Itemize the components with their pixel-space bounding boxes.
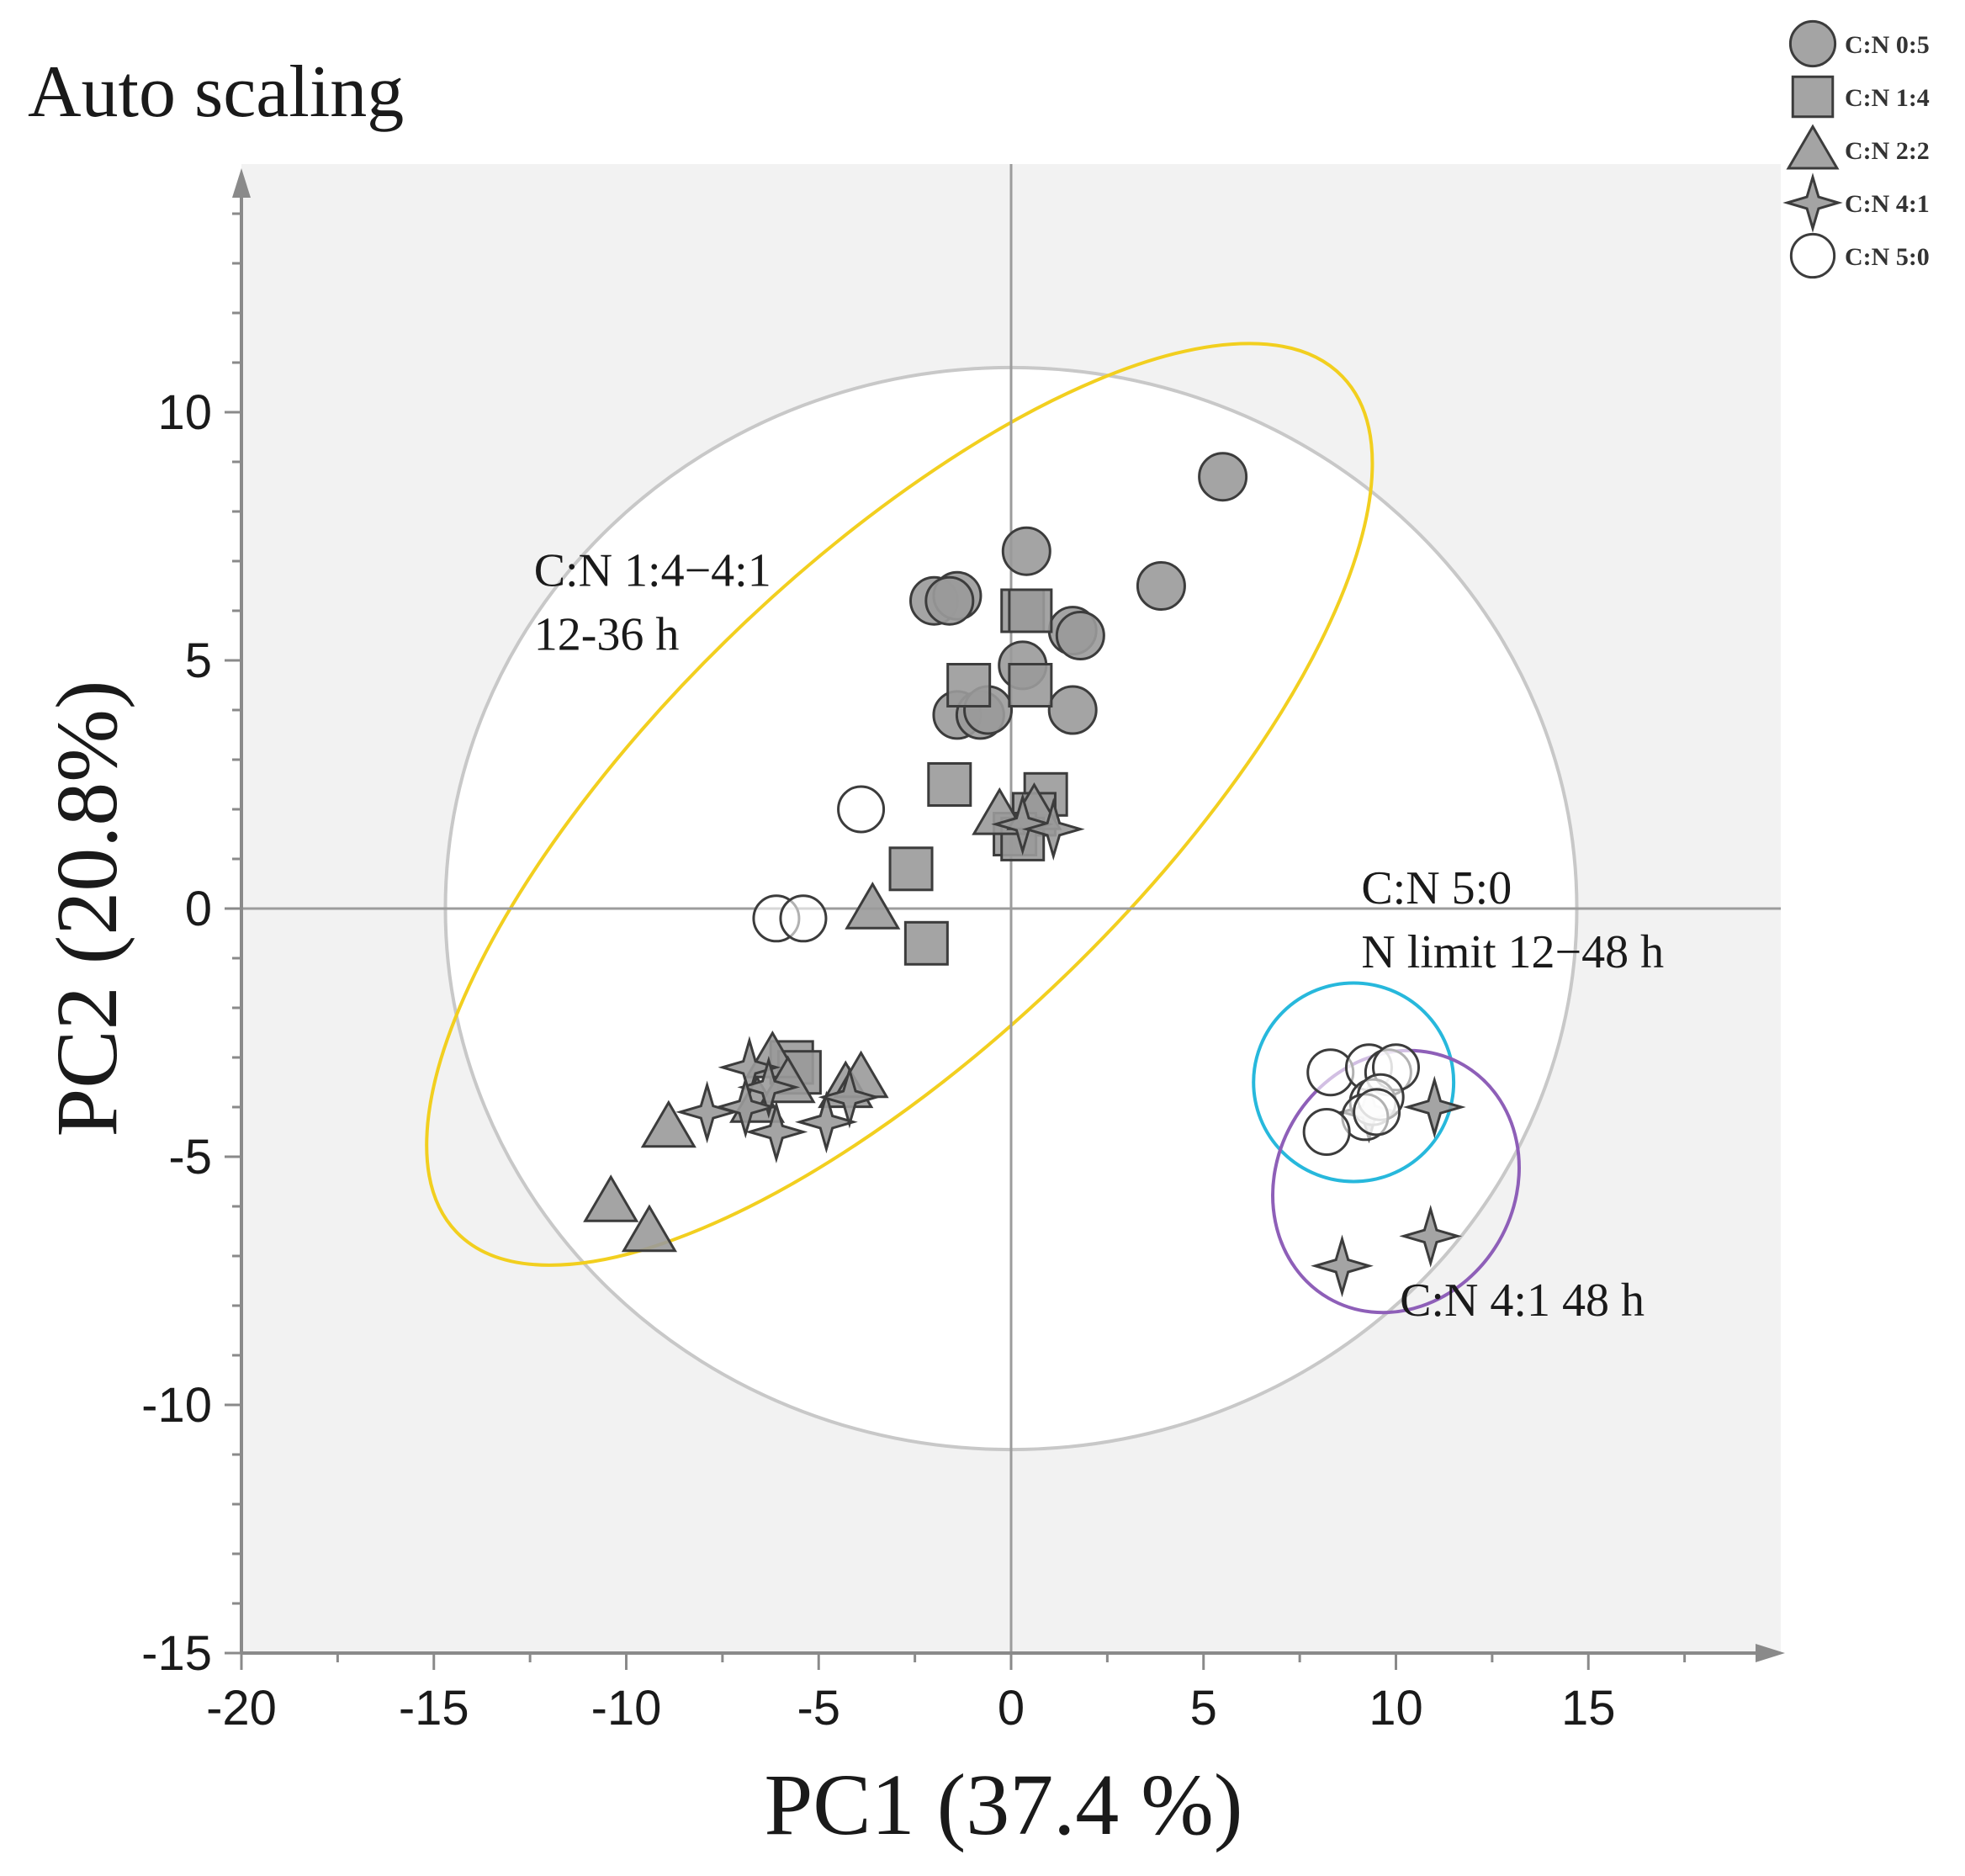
annotation-line: N limit 12−48 h [1361, 926, 1664, 978]
legend-label: C:N 0:5 [1845, 31, 1930, 59]
legend-marker [1789, 232, 1836, 279]
data-point [946, 663, 992, 707]
data-point [1402, 1075, 1466, 1139]
x-tick-label: 0 [998, 1681, 1025, 1736]
y-tick-label: -15 [141, 1626, 212, 1681]
data-point [1001, 526, 1051, 576]
data-point [1198, 452, 1248, 502]
data-point [1008, 588, 1053, 633]
data-point [1055, 611, 1105, 660]
data-point [924, 575, 975, 626]
legend-marker [1786, 124, 1840, 170]
x-tick-label: -10 [591, 1681, 662, 1736]
ellipse-group-1-4-to-4-1 [425, 342, 1374, 1267]
x-axis-arrow [1756, 1644, 1785, 1662]
series-c-n-5-0 [752, 785, 1420, 1156]
x-tick-label: 15 [1561, 1681, 1616, 1736]
data-point [1302, 1108, 1351, 1156]
annotation-line: 12-36 h [534, 609, 680, 661]
legend-marker [1788, 19, 1837, 68]
legend-item: C:N 5:0 [1789, 232, 1930, 279]
data-point [903, 920, 949, 966]
data-point [779, 894, 828, 943]
data-point [1353, 1088, 1401, 1137]
y-tick-label: 10 [157, 385, 212, 440]
annotations: C:N 1:4−4:1 12-36 h C:N 5:0 N limit 12−48 h… [534, 545, 1664, 1327]
data-point [888, 846, 934, 892]
data-point [991, 792, 1055, 856]
legend-item: C:N 4:1 [1782, 172, 1930, 233]
legend-item: C:N 2:2 [1786, 124, 1930, 170]
data-point [845, 882, 901, 930]
legend: C:N 0:5 C:N 1:4 C:N 2:2 C:N 4:1 C:N 5:0 [1782, 19, 1930, 279]
x-tick-label: -5 [797, 1681, 840, 1736]
data-point [713, 1075, 777, 1139]
legend-item: C:N 0:5 [1788, 19, 1930, 68]
data-point [621, 1204, 678, 1253]
annotation-line: C:N 1:4−4:1 [534, 545, 771, 597]
y-tick-label: 5 [185, 633, 212, 688]
legend-marker [1782, 172, 1843, 233]
chart-title: Auto scaling [28, 51, 404, 133]
annotation: C:N 1:4−4:1 12-36 h [534, 545, 771, 661]
y-axis-label: PC2 (20.8%) [39, 680, 135, 1137]
data-point [927, 762, 972, 807]
annotation: C:N 5:0 N limit 12−48 h [1361, 862, 1664, 978]
legend-marker [1791, 75, 1835, 119]
legend-label: C:N 2:2 [1845, 137, 1930, 165]
data-point [744, 1100, 808, 1163]
x-tick-label: -15 [399, 1681, 469, 1736]
data-point [1136, 561, 1186, 611]
data-point [737, 1056, 801, 1119]
y-tick-label: -10 [141, 1378, 212, 1433]
scatter-points [583, 452, 1466, 1298]
data-point [1008, 663, 1053, 707]
data-point [1399, 1205, 1463, 1268]
y-axis-arrow [232, 168, 251, 198]
x-tick-label: -20 [206, 1681, 277, 1736]
data-point [1311, 1234, 1374, 1298]
ellipse-group-4-1-48h [1271, 1048, 1521, 1315]
y-tick-label: 0 [185, 882, 212, 936]
data-point [1047, 685, 1098, 735]
x-tick-label: 5 [1190, 1681, 1217, 1736]
data-point [837, 785, 886, 834]
data-point [818, 1065, 882, 1129]
ellipse-group-5-0 [1252, 981, 1456, 1184]
data-point [795, 1090, 858, 1154]
data-point [640, 1100, 696, 1148]
legend-label: C:N 1:4 [1845, 84, 1930, 112]
legend-label: C:N 4:1 [1845, 190, 1930, 218]
legend-label: C:N 5:0 [1845, 243, 1930, 271]
annotation: C:N 4:1 48 h [1400, 1275, 1645, 1327]
y-tick-label: -5 [168, 1130, 212, 1184]
x-tick-label: 10 [1369, 1681, 1423, 1736]
data-point [1021, 798, 1085, 861]
annotation-line: C:N 5:0 [1361, 862, 1512, 914]
legend-item: C:N 1:4 [1791, 75, 1930, 119]
x-axis-label: PC1 (37.4 %) [764, 1757, 1242, 1853]
data-point [583, 1174, 639, 1222]
annotation-line: C:N 4:1 48 h [1400, 1275, 1645, 1327]
series-c-n-0-5 [909, 452, 1248, 740]
